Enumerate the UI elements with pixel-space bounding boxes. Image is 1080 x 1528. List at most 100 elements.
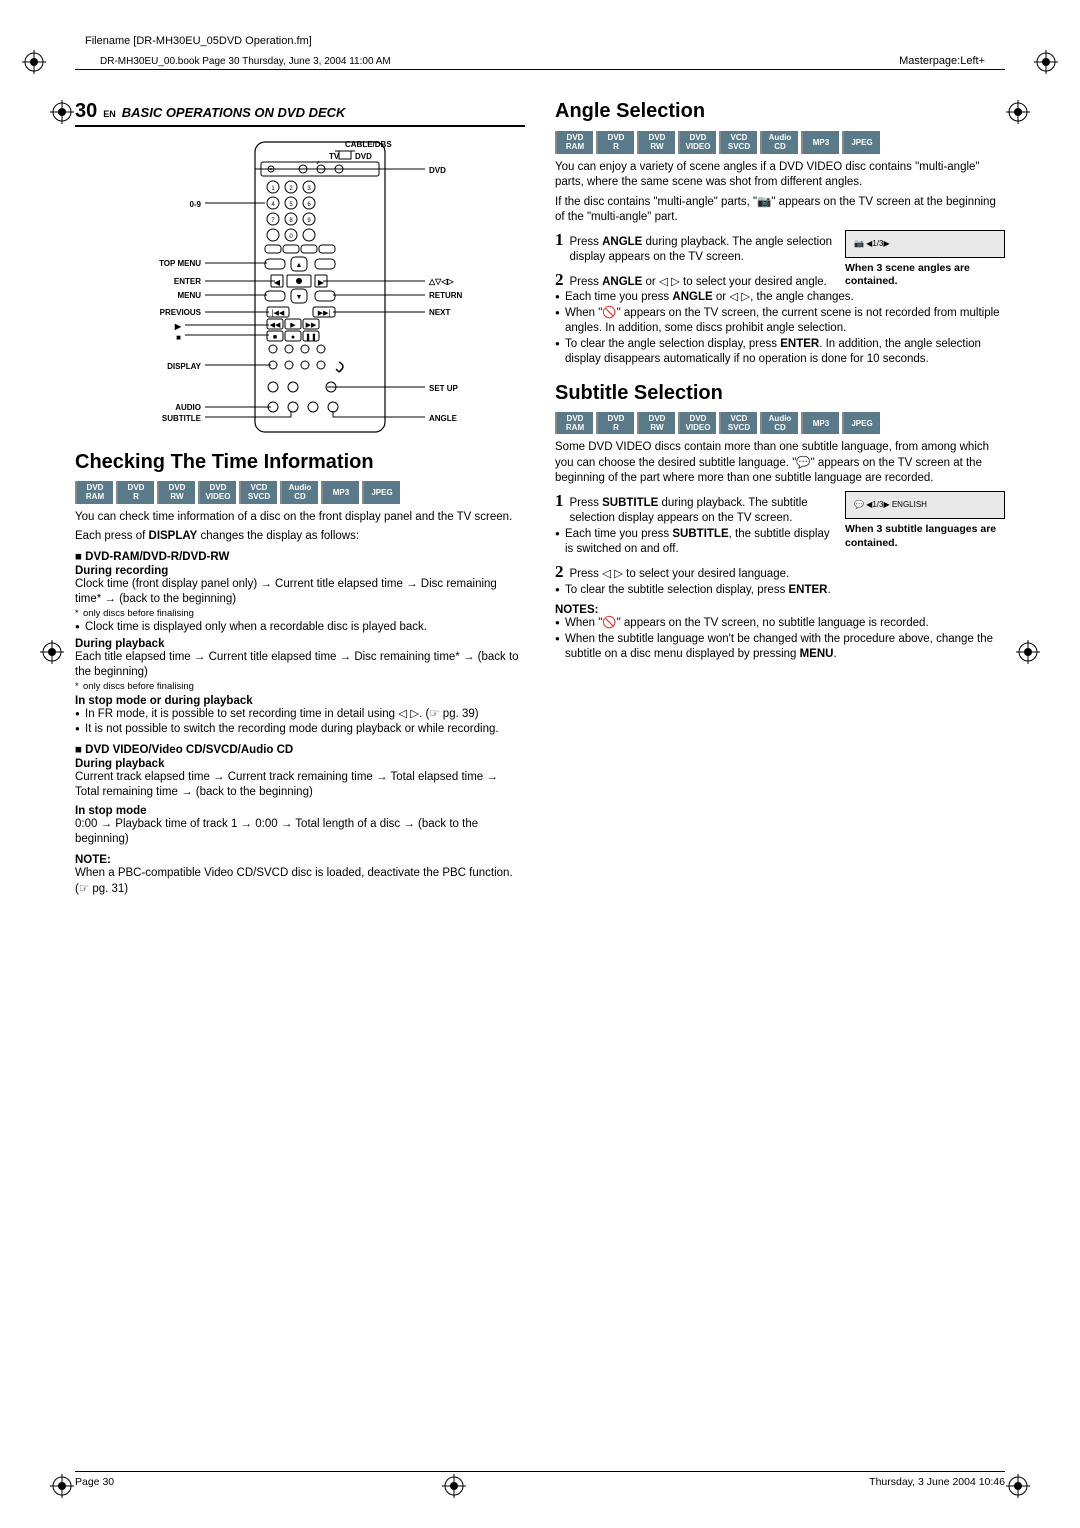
svg-text:▶: ▶ xyxy=(290,322,296,329)
bullet-list: Each time you press ANGLE or ◁ ▷, the an… xyxy=(555,290,1005,368)
diagram-label: △▽◁▷ xyxy=(428,277,454,286)
bullet-list: When "🚫" appears on the TV screen, no su… xyxy=(555,616,1005,663)
osd-display: 💬 ◀1/3▶ ENGLISH xyxy=(845,491,1005,519)
badge-mp3: MP3 xyxy=(801,412,839,435)
list-item: Each time you press SUBTITLE, the subtit… xyxy=(555,527,1005,558)
body-text: When a PBC-compatible Video CD/SVCD disc… xyxy=(75,866,525,897)
badge-dvd-rw: DVDRW xyxy=(637,131,675,154)
diagram-label: SET UP xyxy=(429,384,459,393)
osd-display: 📷 ◀1/3▶ xyxy=(845,230,1005,258)
footnote: only discs before finalising xyxy=(75,608,525,620)
svg-text:▼: ▼ xyxy=(296,294,303,301)
reg-mark-icon xyxy=(1006,1474,1030,1498)
remote-diagram: CABLE/DBS TV DVD xyxy=(75,137,525,437)
diagram-label: MENU xyxy=(177,291,201,300)
mini-heading: During playback xyxy=(75,758,525,770)
osd-example-box: 📷 ◀1/3▶ When 3 scene angles are containe… xyxy=(845,230,1005,289)
heading-subtitle: Subtitle Selection xyxy=(555,382,1005,404)
format-badges: DVDRAM DVDR DVDRW DVDVIDEO VCDSVCD Audio… xyxy=(555,131,1005,154)
notes-heading: NOTES: xyxy=(555,604,1005,616)
badge-dvd-ram: DVDRAM xyxy=(75,481,113,504)
masterpage-label: Masterpage:Left+ xyxy=(899,55,1005,67)
diagram-label: RETURN xyxy=(429,291,463,300)
body-text: You can check time information of a disc… xyxy=(75,510,525,526)
badge-dvd-r: DVDR xyxy=(596,131,634,154)
page-number: 30 xyxy=(75,100,97,123)
diagram-label: TOP MENU xyxy=(159,259,201,268)
step-text: Press ANGLE or ◁ ▷ to select your desire… xyxy=(570,275,838,291)
left-column: 30 EN BASIC OPERATIONS ON DVD DECK CABLE… xyxy=(75,100,525,901)
reg-mark-icon xyxy=(1034,50,1058,74)
diagram-label: DVD xyxy=(429,166,446,175)
diagram-label: NEXT xyxy=(429,308,450,317)
badge-dvd-video: DVDVIDEO xyxy=(198,481,236,504)
top-bar: DR-MH30EU_00.book Page 30 Thursday, June… xyxy=(75,55,1005,70)
svg-text:◀: ◀ xyxy=(274,278,281,287)
badge-audio-cd: AudioCD xyxy=(760,412,798,435)
list-item: In FR mode, it is possible to set record… xyxy=(75,707,525,723)
list-item: Each time you press ANGLE or ◁ ▷, the an… xyxy=(555,290,1005,306)
footer-date: Thursday, 3 June 2004 10:46 xyxy=(869,1476,1005,1488)
badge-dvd-r: DVDR xyxy=(596,412,634,435)
step-2: 2 Press ANGLE or ◁ ▷ to select your desi… xyxy=(555,270,837,291)
diagram-label: 0-9 xyxy=(189,200,201,209)
badge-jpeg: JPEG xyxy=(362,481,400,504)
svg-text:■: ■ xyxy=(273,334,277,341)
lang-label: EN xyxy=(103,109,116,119)
badge-audio-cd: AudioCD xyxy=(760,131,798,154)
badge-dvd-video: DVDVIDEO xyxy=(678,131,716,154)
badge-jpeg: JPEG xyxy=(842,131,880,154)
diagram-label: ▶ xyxy=(174,322,182,331)
badge-dvd-ram: DVDRAM xyxy=(555,412,593,435)
note-heading: NOTE: xyxy=(75,854,525,866)
body-text: Current track elapsed time → Current tra… xyxy=(75,770,525,801)
badge-dvd-ram: DVDRAM xyxy=(555,131,593,154)
badge-audio-cd: AudioCD xyxy=(280,481,318,504)
list-item: When "🚫" appears on the TV screen, the c… xyxy=(555,306,1005,337)
badge-dvd-video: DVDVIDEO xyxy=(678,412,716,435)
list-item: To clear the angle selection display, pr… xyxy=(555,337,1005,368)
badge-vcd-svcd: VCDSVCD xyxy=(719,131,757,154)
list-item: When the subtitle language won't be chan… xyxy=(555,632,1005,663)
body-text: Clock time (front display panel only) → … xyxy=(75,577,525,608)
diagram-label: AUDIO xyxy=(175,403,201,412)
mini-heading: During recording xyxy=(75,565,525,577)
step-text: Press ◁ ▷ to select your desired languag… xyxy=(570,567,1006,583)
two-column-layout: 30 EN BASIC OPERATIONS ON DVD DECK CABLE… xyxy=(75,100,1005,901)
step-1: 1 Press ANGLE during playback. The angle… xyxy=(555,230,837,266)
osd-caption: When 3 scene angles are contained. xyxy=(845,262,1005,289)
badge-vcd-svcd: VCDSVCD xyxy=(719,412,757,435)
badge-mp3: MP3 xyxy=(801,131,839,154)
badge-dvd-rw: DVDRW xyxy=(637,412,675,435)
diagram-label: CABLE/DBS xyxy=(345,140,392,149)
bullet-list: In FR mode, it is possible to set record… xyxy=(75,707,525,738)
list-item: Clock time is displayed only when a reco… xyxy=(75,620,525,636)
body-text: Some DVD VIDEO discs contain more than o… xyxy=(555,440,1005,487)
svg-text:●: ● xyxy=(291,334,295,341)
manual-page: Filename [DR-MH30EU_05DVD Operation.fm] … xyxy=(0,0,1080,1528)
svg-text:◀◀: ◀◀ xyxy=(270,322,281,329)
diagram-label: ENTER xyxy=(174,277,201,286)
sub-heading: DVD-RAM/DVD-R/DVD-RW xyxy=(75,551,525,563)
reg-mark-icon xyxy=(22,50,46,74)
step-text: Press ANGLE during playback. The angle s… xyxy=(570,235,838,266)
bullet-list: Clock time is displayed only when a reco… xyxy=(75,620,525,636)
filename-text: Filename [DR-MH30EU_05DVD Operation.fm] xyxy=(85,35,1005,47)
step-number: 1 xyxy=(555,230,564,250)
svg-text:|◀◀: |◀◀ xyxy=(272,310,285,317)
diagram-label: ANGLE xyxy=(429,414,458,423)
step-number: 2 xyxy=(555,562,564,582)
svg-text:❚❚: ❚❚ xyxy=(305,333,317,341)
heading-angle: Angle Selection xyxy=(555,100,1005,123)
body-text: If the disc contains "multi-angle" parts… xyxy=(555,195,1005,226)
heading-time-info: Checking The Time Information xyxy=(75,451,525,473)
diagram-label: PREVIOUS xyxy=(160,308,202,317)
format-badges: DVDRAM DVDR DVDRW DVDVIDEO VCDSVCD Audio… xyxy=(555,412,1005,435)
badge-dvd-rw: DVDRW xyxy=(157,481,195,504)
step-number: 1 xyxy=(555,491,564,511)
body-text: You can enjoy a variety of scene angles … xyxy=(555,160,1005,191)
reg-mark-icon xyxy=(1016,640,1040,664)
step-text: Press SUBTITLE during playback. The subt… xyxy=(570,496,838,527)
section-title: BASIC OPERATIONS ON DVD DECK xyxy=(122,105,346,120)
step-1: 1 Press SUBTITLE during playback. The su… xyxy=(555,491,837,527)
